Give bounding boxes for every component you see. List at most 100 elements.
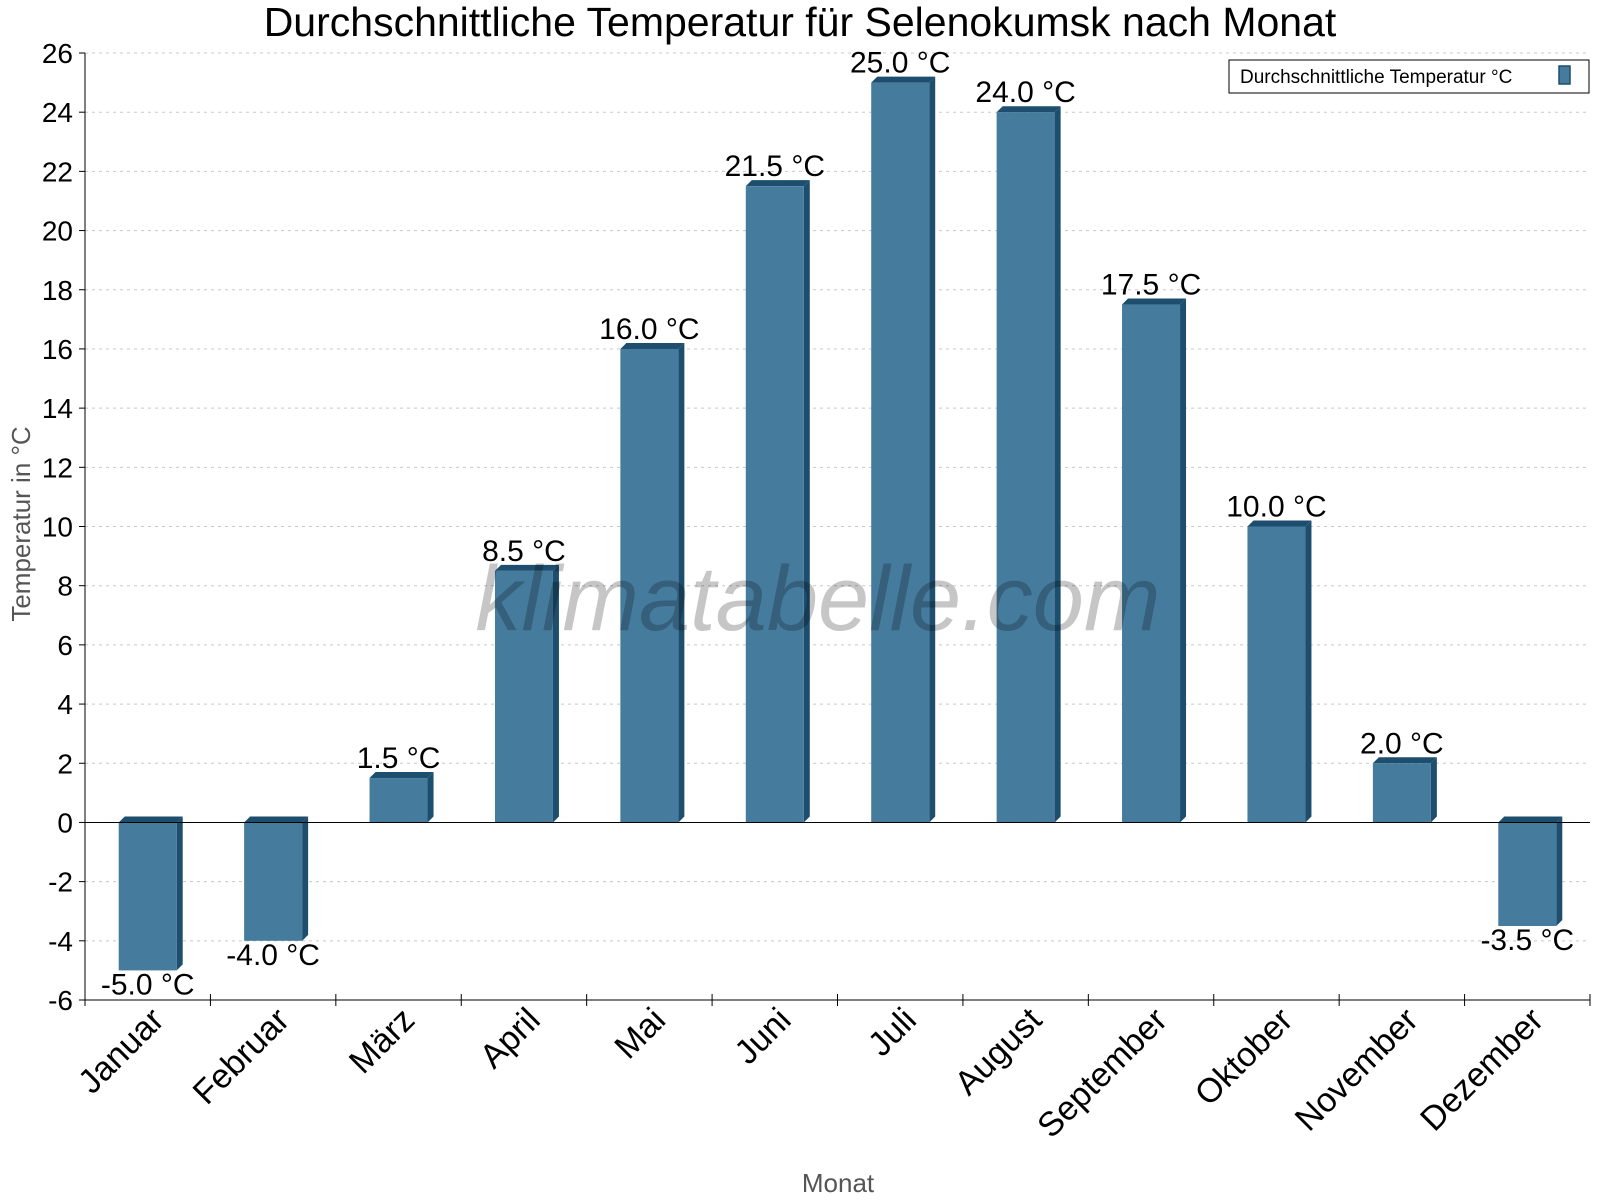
bars: -5.0 °C -4.0 °C 1.5 °C 8.5 °C 16.0 °C 21.5 °C… [101,47,1574,1002]
bar-top [1372,757,1437,764]
bar-november [1372,757,1437,823]
bar-märz [369,772,434,823]
bar-side [427,772,434,823]
bar-front [871,82,930,823]
y-axis-title: Temperatur in °C [6,426,36,621]
bar-august [996,106,1061,823]
y-tick-label: 14 [42,393,73,424]
y-tick-label: -6 [48,985,73,1016]
grid-lines [85,52,1590,1001]
y-tick-label: -4 [48,926,73,957]
data-label: 2.0 °C [1360,727,1444,760]
x-tick-label: März [342,1001,422,1081]
x-axis-title: Monat [802,1168,875,1198]
y-tick-label: 18 [42,275,73,306]
bar-top [244,816,309,823]
y-tick-label: 2 [57,748,73,779]
x-tick-label: Juli [861,1001,924,1064]
bar-side [1556,816,1563,927]
bar-side [678,342,685,823]
legend-entry-label: Durchschnittliche Temperatur °C [1240,67,1512,88]
data-label: 1.5 °C [357,742,441,775]
chart-title: Durchschnittliche Temperatur für Selenok… [264,0,1337,45]
bar-top [1498,816,1563,823]
x-tick-label: Mai [607,1001,673,1067]
axes [84,53,1591,1006]
bar-side [1305,520,1312,823]
x-tick-label: August [948,1000,1050,1102]
legend-box [1228,59,1590,94]
bar-front [996,112,1055,823]
bar-top [118,816,183,823]
bar-side [302,816,309,941]
bar-oktober [1247,520,1312,823]
watermark: klimatabelle.com [475,548,1160,650]
y-tick-label: 6 [57,630,73,661]
bar-front [1372,763,1431,823]
bar-september [1122,298,1187,823]
bar-top [1122,298,1187,305]
y-tick-label: -2 [48,867,73,898]
bar-juli [871,76,936,823]
bar-top [871,76,936,83]
y-tick-label: 20 [42,216,73,247]
x-tick-label: April [473,1001,548,1076]
bar-front [620,348,679,823]
x-tick-label: Februar [186,1001,297,1112]
y-tick-label: 24 [42,97,73,128]
data-label: 24.0 °C [975,76,1075,109]
data-label: -4.0 °C [226,939,320,972]
bar-front [745,186,804,823]
data-label: 16.0 °C [599,313,699,346]
bar-front [1122,304,1181,823]
bar-side [176,816,183,971]
x-axis-labels: Januar Februar März April Mai Juni Juli AugustS… [71,1000,1551,1145]
y-tick-label: 12 [42,452,73,483]
bar-top [494,564,559,571]
x-tick-label: Juni [727,1001,798,1072]
legend: Durchschnittliche Temperatur °C [1228,59,1590,94]
data-label: 10.0 °C [1226,491,1326,524]
bar-front [494,570,553,823]
data-label: 21.5 °C [725,150,825,183]
bar-top [369,772,434,779]
bar-januar [118,816,183,971]
bar-front [369,778,428,823]
x-tick-label: November [1288,1001,1426,1139]
bar-top [620,342,685,349]
bar-februar [244,816,309,941]
data-label: 17.5 °C [1101,269,1201,302]
bar-mai [620,342,685,823]
bar-side [552,564,559,823]
y-tick-label: 22 [42,156,73,187]
legend-swatch [1558,65,1571,85]
y-tick-label: 26 [42,38,73,69]
x-tick-label: Januar [71,1001,171,1101]
bar-dezember [1498,816,1563,927]
bar-top [996,106,1061,113]
data-label: 8.5 °C [482,535,566,568]
bar-side [1054,106,1061,823]
bar-side [929,76,936,823]
bar-front [1247,526,1306,823]
data-label: -3.5 °C [1480,924,1574,957]
data-label: -5.0 °C [101,968,195,1001]
bar-april [494,564,559,823]
bar-top [1247,520,1312,527]
bar-juni [745,180,810,823]
x-tick-label: September [1030,1001,1174,1145]
y-tick-label: 4 [57,689,73,720]
data-label: 25.0 °C [850,47,950,80]
y-tick-label: 0 [57,807,73,838]
bar-top [745,180,810,187]
bar-side [803,180,810,823]
x-tick-label: Oktober [1188,1001,1300,1113]
y-tick-label: 10 [42,512,73,543]
bar-side [1180,298,1187,823]
bar-front [118,822,177,971]
x-tick-label: Dezember [1413,1001,1551,1139]
bar-side [1430,757,1437,823]
y-tick-label: 8 [57,571,73,602]
